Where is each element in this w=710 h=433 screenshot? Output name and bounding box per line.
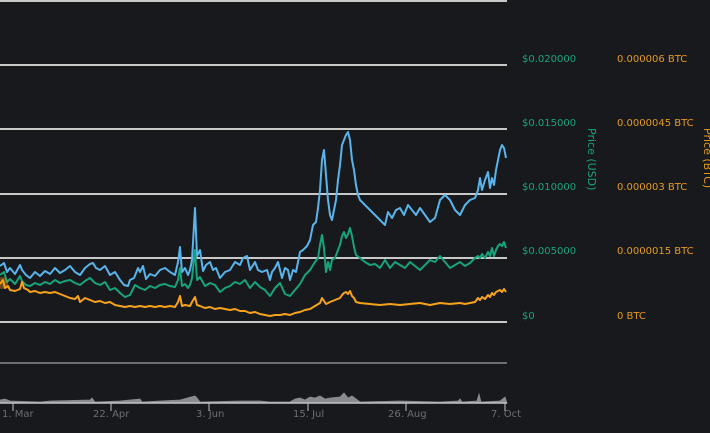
series-light-blue-line bbox=[0, 131, 507, 287]
hover-marker bbox=[0, 277, 8, 289]
usd-tick-label: $0.010000 bbox=[522, 182, 577, 193]
gridlines bbox=[0, 0, 507, 323]
btc-tick-label: 0.000003 BTC bbox=[617, 182, 688, 193]
x-tick-label: 1. Mar bbox=[2, 409, 34, 420]
usd-tick-label: $0 bbox=[522, 311, 535, 322]
usd-tick-label: $0.020000 bbox=[522, 54, 577, 65]
series-green-line bbox=[0, 227, 507, 298]
usd-tick-label: $0.015000 bbox=[522, 118, 577, 129]
x-tick-label: 7. Oct bbox=[491, 409, 522, 420]
x-tick-label: 3. Jun bbox=[196, 409, 225, 420]
btc-axis-title: Price (BTC) bbox=[701, 128, 710, 189]
btc-tick-label: 0.0000045 BTC bbox=[617, 118, 694, 129]
btc-tick-label: 0.0000015 BTC bbox=[617, 246, 694, 257]
x-tick-label: 26. Aug bbox=[388, 409, 427, 420]
btc-tick-label: 0.000006 BTC bbox=[617, 54, 688, 65]
usd-tick-label: $0.005000 bbox=[522, 246, 577, 257]
series-orange-line bbox=[0, 279, 507, 317]
usd-axis-title: Price (USD) bbox=[585, 128, 598, 191]
btc-tick-label: 0 BTC bbox=[617, 311, 646, 322]
x-tick-label: 15. Jul bbox=[293, 409, 325, 420]
volume-area bbox=[0, 392, 508, 404]
x-axis-ticks bbox=[12, 403, 506, 411]
x-tick-label: 22. Apr bbox=[93, 409, 130, 420]
